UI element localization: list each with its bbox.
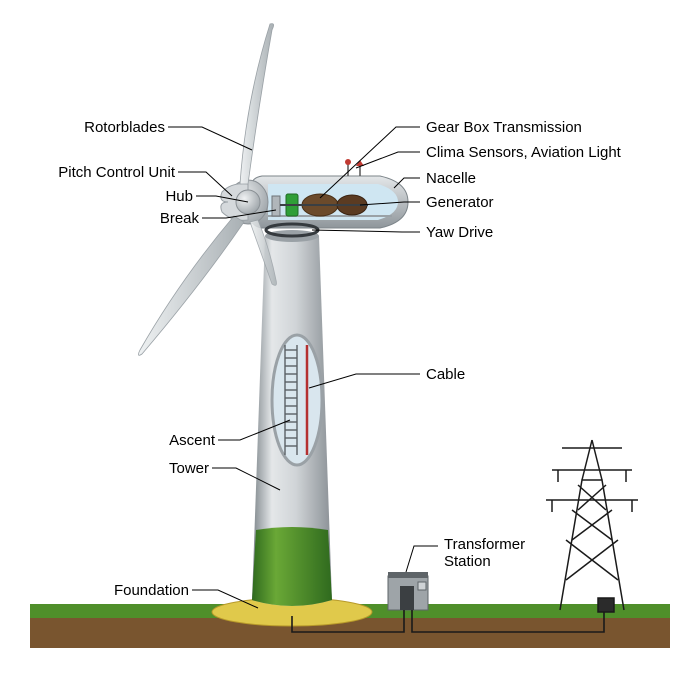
label-yaw: Yaw Drive — [426, 224, 493, 242]
label-generator: Generator — [426, 194, 494, 212]
label-rotorblades: Rotorblades — [0, 119, 165, 137]
power-pylon — [546, 440, 638, 612]
label-gearbox: Gear Box Transmission — [426, 119, 582, 137]
label-tower: Tower — [0, 460, 209, 478]
label-ascent: Ascent — [0, 432, 215, 450]
clima-sensors — [345, 159, 364, 176]
nacelle — [252, 159, 408, 236]
tower-base — [252, 527, 332, 606]
label-hub: Hub — [0, 188, 193, 206]
brake — [272, 196, 280, 216]
label-pitch: Pitch Control Unit — [0, 164, 175, 182]
label-cable: Cable — [426, 366, 465, 384]
label-transformer1: Transformer — [444, 536, 525, 554]
label-break: Break — [0, 210, 199, 228]
label-clima: Clima Sensors, Aviation Light — [426, 144, 621, 162]
label-transformer2: Station — [444, 553, 491, 571]
label-nacelle: Nacelle — [426, 170, 476, 188]
transformer-station — [388, 572, 428, 610]
label-foundation: Foundation — [0, 582, 189, 600]
